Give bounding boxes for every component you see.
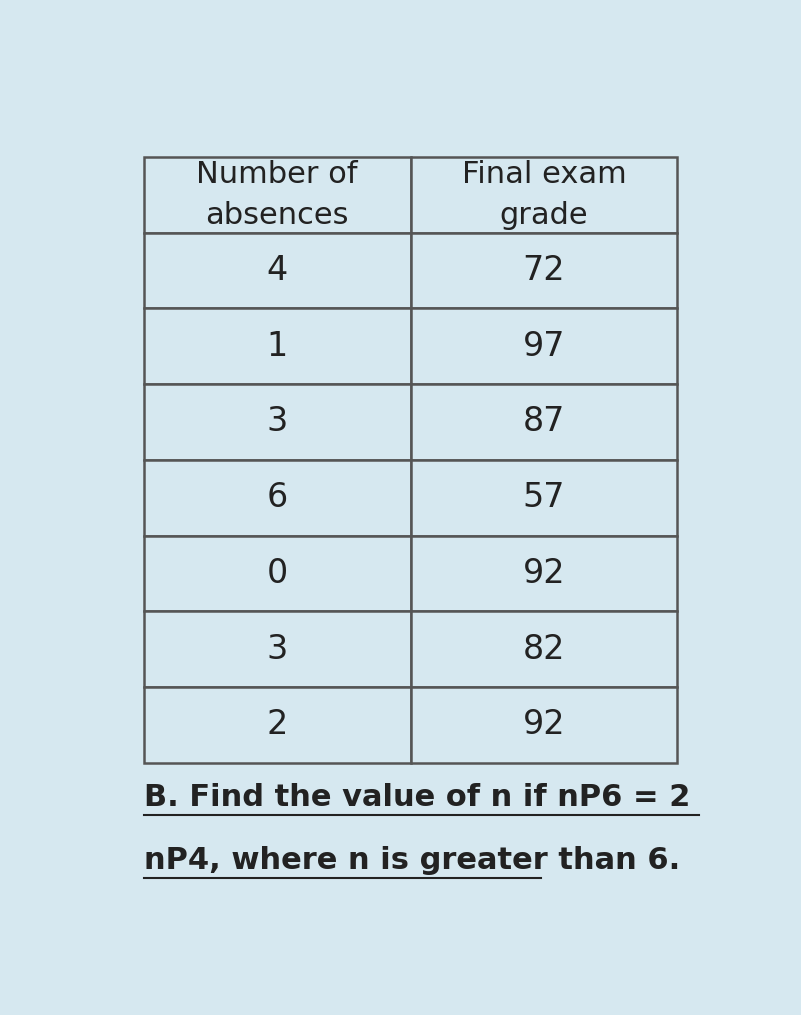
Bar xyxy=(143,687,410,762)
Bar xyxy=(143,536,410,611)
Text: Final exam
grade: Final exam grade xyxy=(461,160,626,229)
Bar xyxy=(410,309,678,384)
Bar xyxy=(410,232,678,309)
Text: 92: 92 xyxy=(523,557,566,590)
Bar xyxy=(143,157,410,232)
Bar xyxy=(410,611,678,687)
Text: 3: 3 xyxy=(267,405,288,438)
Text: 72: 72 xyxy=(523,254,566,287)
Text: nP4, where n is greater than 6.: nP4, where n is greater than 6. xyxy=(143,845,680,875)
Text: 1: 1 xyxy=(267,330,288,362)
Bar xyxy=(410,460,678,536)
Bar xyxy=(410,157,678,232)
Text: 0: 0 xyxy=(267,557,288,590)
Text: 2: 2 xyxy=(267,708,288,741)
Bar xyxy=(143,460,410,536)
Text: Number of
absences: Number of absences xyxy=(196,160,358,229)
Bar xyxy=(410,384,678,460)
Text: 4: 4 xyxy=(267,254,288,287)
Bar xyxy=(143,232,410,309)
Bar xyxy=(143,309,410,384)
Text: B. Find the value of n if nP6 = 2: B. Find the value of n if nP6 = 2 xyxy=(143,784,690,812)
Text: 57: 57 xyxy=(523,481,566,515)
Bar xyxy=(410,687,678,762)
Text: 97: 97 xyxy=(523,330,566,362)
Text: 82: 82 xyxy=(523,632,566,666)
Text: 6: 6 xyxy=(267,481,288,515)
Text: 92: 92 xyxy=(523,708,566,741)
Bar xyxy=(143,611,410,687)
Text: 3: 3 xyxy=(267,632,288,666)
Text: 87: 87 xyxy=(523,405,566,438)
Bar xyxy=(410,536,678,611)
Bar xyxy=(143,384,410,460)
